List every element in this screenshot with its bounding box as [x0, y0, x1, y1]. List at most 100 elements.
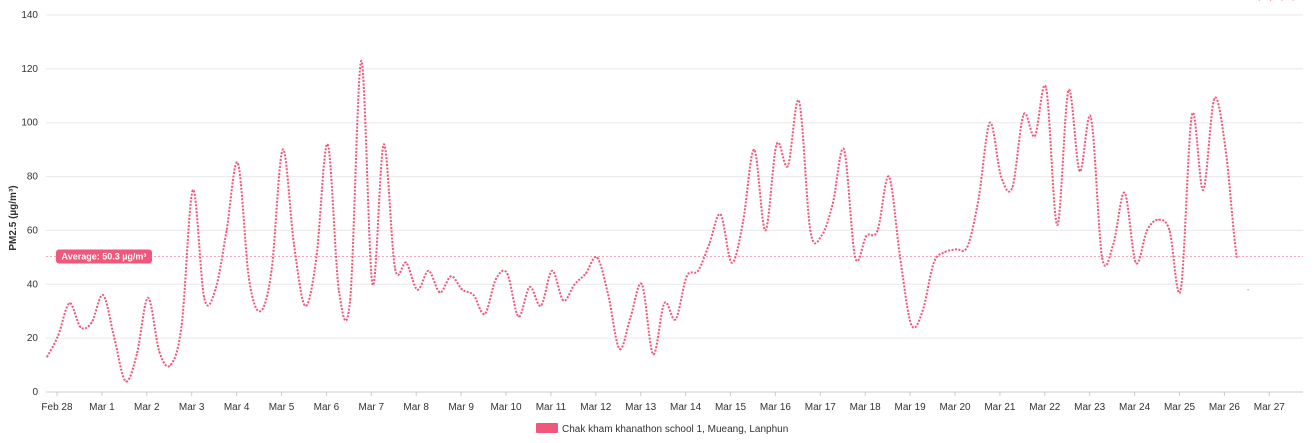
y-tick-label: 40	[27, 279, 39, 290]
data-point	[910, 324, 912, 326]
data-point	[517, 316, 520, 318]
data-point	[1045, 87, 1047, 89]
data-point	[1000, 176, 1002, 178]
x-tick-label: Mar 4	[224, 402, 250, 413]
data-point	[1236, 256, 1238, 258]
data-point	[854, 256, 856, 258]
data-point	[540, 305, 542, 307]
data-point	[1112, 243, 1114, 245]
x-axis: Feb 28 Mar 1 Mar 2 Mar 3 Mar 4 Mar 5 Mar 6 Mar …	[41, 392, 1285, 413]
data-point	[719, 213, 722, 215]
x-tick-label: Mar 6	[314, 402, 340, 413]
series-layer	[46, 0, 1294, 383]
x-tick-label: Feb 28	[41, 402, 73, 413]
data-point	[461, 289, 463, 291]
x-tick-label: Mar 22	[1029, 402, 1061, 413]
x-tick-label: Mar 9	[448, 402, 474, 413]
series-line	[46, 59, 1238, 383]
data-point	[1101, 256, 1103, 258]
data-point	[270, 270, 273, 272]
data-point	[641, 283, 643, 285]
y-tick-label: 20	[27, 333, 39, 344]
data-point	[473, 294, 475, 296]
legend-series-label: Chak kham khanathon school 1, Mueang, La…	[562, 424, 788, 435]
data-point	[888, 176, 890, 178]
data-point	[618, 348, 621, 350]
x-tick-label: Mar 12	[580, 402, 612, 413]
data-point	[315, 256, 317, 258]
data-point	[978, 197, 980, 199]
data-point	[136, 353, 138, 355]
data-point	[809, 229, 811, 231]
data-point	[147, 297, 149, 299]
data-point	[596, 256, 598, 258]
data-point	[428, 270, 430, 272]
y-tick-label: 0	[32, 387, 38, 398]
data-point	[80, 326, 82, 328]
data-point	[394, 267, 396, 269]
data-point	[933, 262, 935, 264]
data-point	[416, 289, 418, 291]
data-point	[1124, 192, 1126, 194]
data-point	[125, 380, 127, 382]
data-point	[899, 256, 901, 258]
data-point	[169, 364, 172, 366]
y-tick-label: 120	[21, 64, 38, 75]
data-point	[675, 318, 677, 320]
x-tick-label: Mar 18	[850, 402, 882, 413]
data-point	[1157, 219, 1159, 221]
data-point	[304, 305, 306, 307]
data-point	[1202, 189, 1204, 191]
data-point	[1067, 89, 1070, 91]
data-point	[1213, 97, 1215, 100]
y-tick-label: 140	[21, 10, 38, 21]
x-tick-label: Mar 5	[269, 402, 295, 413]
data-point	[371, 283, 374, 285]
data-point	[865, 235, 868, 237]
data-point	[450, 275, 452, 277]
legend[interactable]: Chak kham khanathon school 1, Mueang, La…	[536, 423, 788, 435]
average-label: Average: 50.3 µg/m³	[62, 252, 147, 262]
data-point	[1247, 289, 1249, 291]
y-tick-label: 60	[27, 225, 39, 236]
data-point	[1079, 170, 1081, 172]
data-point	[944, 251, 946, 253]
data-point	[742, 221, 744, 223]
data-point	[787, 165, 789, 167]
data-point	[237, 162, 239, 164]
x-tick-label: Mar 14	[670, 402, 702, 413]
x-tick-label: Mar 7	[359, 402, 385, 413]
data-point	[708, 243, 710, 245]
x-tick-label: Mar 15	[715, 402, 747, 413]
y-axis-title: PM2.5 (µg/m³)	[8, 185, 19, 250]
data-point	[798, 100, 800, 102]
y-tick-label: 100	[21, 118, 38, 129]
data-point	[1023, 114, 1025, 116]
data-point	[338, 289, 340, 291]
data-point	[102, 294, 104, 296]
data-point	[697, 270, 699, 272]
data-point	[113, 337, 115, 339]
data-point	[1269, 0, 1272, 1]
data-point	[764, 229, 767, 231]
data-point	[529, 286, 531, 288]
x-tick-label: Mar 20	[939, 402, 971, 413]
data-point	[293, 243, 295, 245]
data-point	[753, 149, 755, 151]
data-point	[585, 272, 587, 275]
data-point	[1168, 229, 1171, 231]
data-point	[484, 313, 486, 315]
data-point	[921, 310, 924, 312]
data-point	[405, 262, 407, 264]
x-tick-label: Mar 24	[1119, 402, 1151, 413]
data-point	[226, 229, 228, 231]
data-point	[877, 229, 879, 231]
x-tick-label: Mar 26	[1209, 402, 1241, 413]
x-tick-label: Mar 23	[1074, 402, 1106, 413]
y-tick-label: 80	[27, 172, 39, 183]
x-tick-label: Mar 10	[490, 402, 522, 413]
data-point	[360, 60, 362, 62]
data-point	[686, 275, 688, 277]
x-tick-label: Mar 16	[760, 402, 792, 413]
